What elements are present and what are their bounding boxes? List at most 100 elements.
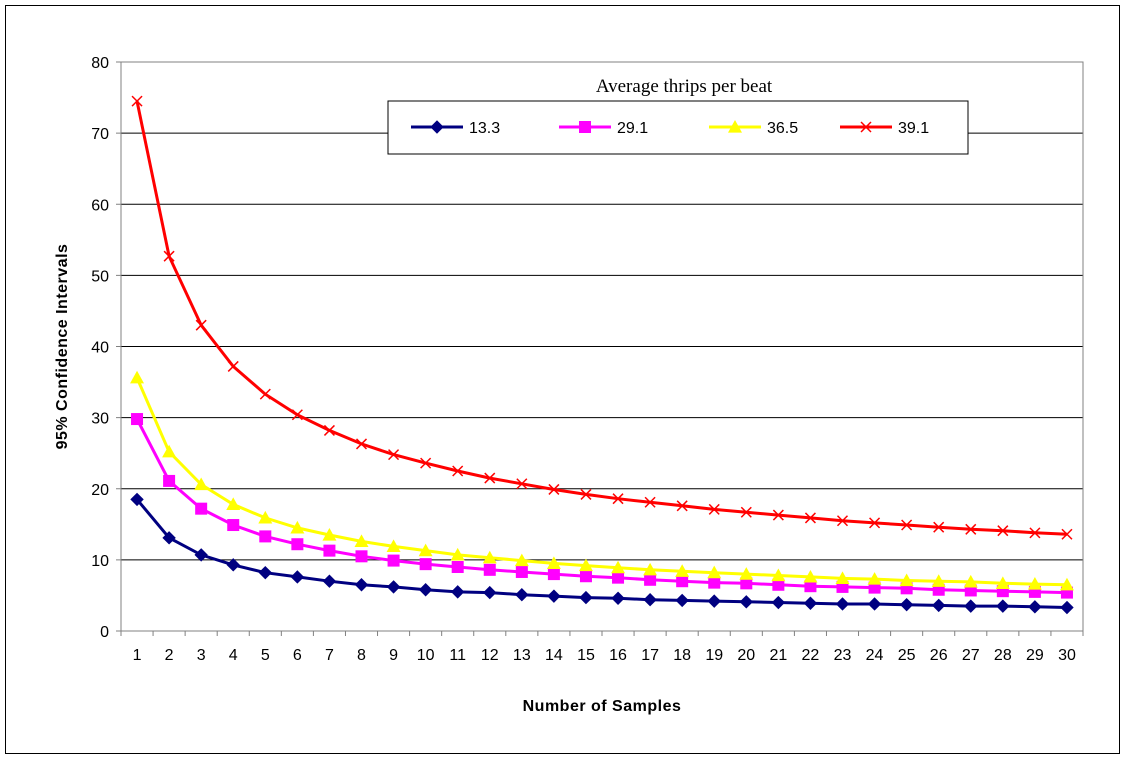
data-point (194, 548, 208, 562)
data-point (803, 569, 818, 583)
data-point (515, 565, 528, 578)
marker-stroke (580, 488, 592, 500)
data-point (901, 519, 913, 531)
data-point (644, 573, 657, 586)
data-point (611, 591, 625, 605)
marker-stroke (901, 519, 913, 531)
data-point (226, 558, 240, 572)
marker-stroke (291, 409, 303, 421)
data-point (1060, 600, 1074, 615)
series-13.3 (130, 492, 1074, 615)
x-tick-label: 23 (834, 647, 852, 664)
data-point (804, 580, 817, 593)
data-point (612, 571, 625, 584)
marker-stroke (644, 496, 656, 508)
x-tick-label: 16 (609, 647, 627, 664)
x-tick-label: 26 (930, 647, 948, 664)
data-point (675, 564, 690, 577)
data-point (708, 503, 720, 515)
marker-stroke (708, 503, 720, 515)
data-point (195, 319, 207, 331)
marker-stroke (388, 449, 400, 461)
data-point (259, 530, 272, 543)
series-line (135, 100, 1068, 536)
x-axis-title: Number of Samples (523, 698, 682, 715)
legend-item-36.5: 36.5 (709, 120, 798, 137)
y-tick-label: 10 (91, 553, 109, 570)
data-point (162, 531, 176, 545)
x-tick-label: 3 (197, 647, 206, 664)
x-tick-label: 8 (357, 647, 366, 664)
legend-swatch-marker (860, 121, 872, 133)
legend-item-13.3: 13.3 (411, 120, 500, 137)
data-point (130, 370, 145, 384)
data-point (450, 585, 465, 599)
marker-stroke (740, 506, 752, 518)
data-point (739, 595, 754, 609)
data-point (580, 488, 592, 500)
data-point (547, 589, 561, 603)
legend-label: 39.1 (898, 120, 929, 137)
y-tick-label: 20 (91, 482, 109, 499)
data-point (579, 590, 593, 605)
data-point (963, 574, 978, 588)
data-point (964, 599, 978, 613)
marker-stroke (163, 250, 175, 262)
x-tick-label: 9 (389, 647, 398, 664)
data-point (995, 576, 1010, 589)
data-point (803, 596, 818, 610)
y-axis-title: 95% Confidence Intervals (54, 244, 71, 450)
data-point (836, 515, 849, 527)
data-point (546, 556, 561, 570)
x-tick-label: 7 (325, 647, 334, 664)
marker-stroke (420, 457, 432, 469)
marker-stroke (452, 465, 464, 477)
series-line (135, 377, 1068, 587)
x-tick-label: 29 (1026, 647, 1044, 664)
data-point (612, 493, 624, 505)
legend-swatch-marker (728, 120, 742, 133)
data-point (931, 574, 946, 587)
data-point (514, 553, 529, 567)
y-tick-label: 80 (91, 55, 109, 72)
data-point (420, 457, 432, 469)
series-36.5 (130, 370, 1074, 591)
data-point (131, 413, 144, 426)
data-point (322, 527, 337, 541)
data-point (740, 577, 753, 590)
data-point (226, 497, 241, 510)
series-line (135, 498, 1068, 609)
data-point (899, 573, 914, 587)
marker-stroke (933, 521, 945, 533)
data-point (578, 558, 593, 572)
legend-label: 29.1 (617, 120, 648, 137)
data-point (355, 550, 368, 563)
data-point (771, 595, 786, 610)
x-tick-label: 28 (994, 647, 1012, 664)
x-tick-label: 18 (673, 647, 691, 664)
data-point (835, 597, 850, 611)
data-point (259, 388, 271, 400)
data-point (867, 597, 882, 611)
data-point (258, 565, 273, 580)
data-point (483, 563, 496, 576)
data-point (418, 543, 433, 557)
data-point (418, 583, 433, 597)
data-point (195, 502, 208, 515)
y-axis-ticks: 0 10 20 30 40 50 60 70 80 (91, 55, 121, 641)
data-point (1059, 577, 1074, 591)
data-point (516, 478, 528, 490)
data-point (804, 512, 816, 524)
data-point (867, 572, 882, 585)
data-point (675, 593, 689, 608)
series-39.1 (131, 95, 1073, 540)
x-tick-label: 30 (1058, 647, 1076, 664)
y-tick-label: 50 (91, 268, 109, 285)
data-point (965, 523, 977, 535)
data-point (258, 510, 273, 524)
data-point (386, 580, 401, 594)
legend-swatch-marker (430, 120, 444, 134)
data-point (323, 424, 335, 436)
data-point (771, 568, 786, 582)
marker-stroke (131, 95, 143, 107)
